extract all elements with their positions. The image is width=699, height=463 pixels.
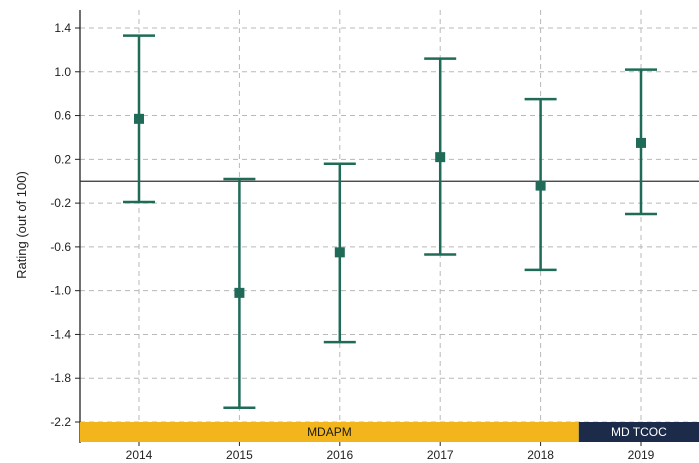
data-layer [123, 34, 657, 410]
program-band-label: MD TCOC [611, 425, 667, 439]
data-point-marker [636, 137, 646, 148]
grid-layer [80, 10, 699, 423]
y-tick-label: -1.0 [50, 284, 71, 298]
data-point-marker [435, 152, 446, 163]
y-tick-label: -0.2 [50, 196, 71, 210]
x-tick-label: 2018 [527, 448, 554, 462]
y-tick-label: 1.0 [54, 65, 71, 79]
program-band [80, 422, 579, 442]
x-tick-label: 2019 [628, 448, 655, 462]
label-layer: Rating (out of 100) 1.4 1.0 0.6 0.2 -0.2 -0.6… [14, 21, 655, 462]
x-tick-label: 2015 [226, 448, 253, 462]
data-point-marker [134, 113, 144, 124]
program-band-label: MDAPM [307, 425, 352, 439]
program-bands: MDAPM MD TCOC [80, 422, 699, 442]
axis-layer [75, 10, 699, 446]
program-band [578, 422, 699, 442]
y-tick-label: -2.2 [50, 415, 71, 429]
y-tick-label: -0.6 [50, 240, 71, 254]
data-point-marker [535, 180, 546, 191]
data-point-marker [334, 247, 345, 258]
y-tick-label: 0.6 [54, 109, 71, 123]
y-axis-title: Rating (out of 100) [14, 171, 29, 279]
x-tick-label: 2014 [126, 448, 153, 462]
y-tick-label: -1.8 [50, 371, 71, 385]
y-tick-label: 1.4 [54, 21, 71, 35]
y-tick-label: -1.4 [50, 327, 71, 341]
x-tick-label: 2017 [427, 448, 454, 462]
x-tick-label: 2016 [326, 448, 353, 462]
data-point-marker [234, 287, 245, 298]
y-tick-label: 0.2 [54, 152, 71, 166]
